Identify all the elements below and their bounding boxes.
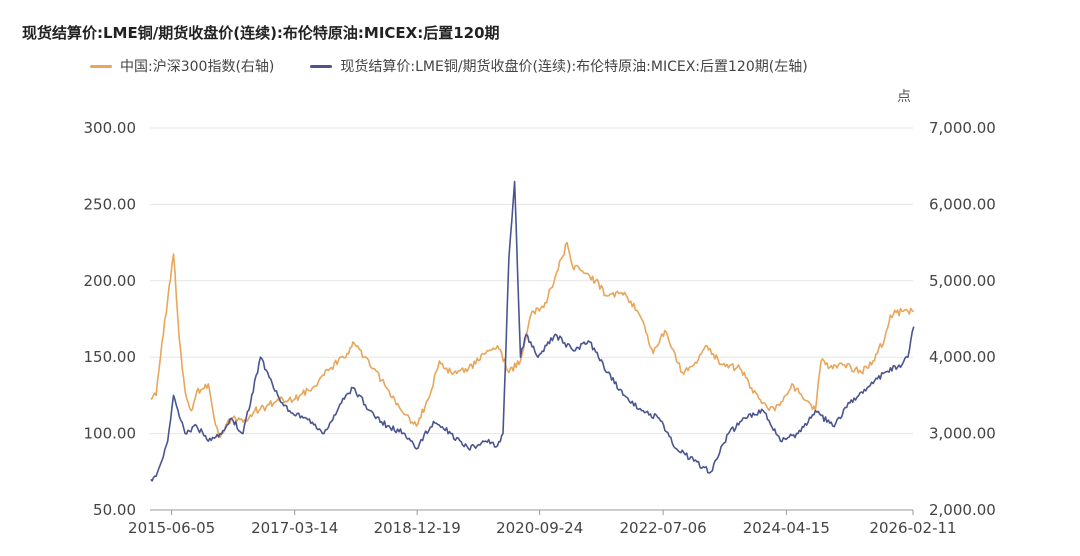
chart-title: 现货结算价:LME铜/期货收盘价(连续):布伦特原油:MICEX:后置120期 — [22, 24, 500, 42]
right-axis-tick-label: 3,000.00 — [929, 425, 996, 443]
legend-label-copper-oil-ratio: 现货结算价:LME铜/期货收盘价(连续):布伦特原油:MICEX:后置120期(… — [340, 59, 808, 75]
right-axis-unit: 点 — [897, 89, 911, 105]
legend-swatch-orange — [90, 64, 112, 68]
x-axis-tick-label: 2018-12-19 — [374, 519, 461, 537]
left-axis-tick-label: 50.00 — [93, 501, 136, 519]
series-line-copper-oil-ratio — [150, 180, 915, 482]
legend-item-copper-oil-ratio[interactable]: 现货结算价:LME铜/期货收盘价(连续):布伦特原油:MICEX:后置120期(… — [310, 56, 808, 76]
legend-label-csi300: 中国:沪深300指数(右轴) — [120, 59, 275, 75]
right-axis-tick-label: 2,000.00 — [929, 501, 996, 519]
left-axis-tick-label: 300.00 — [84, 119, 137, 137]
left-axis-tick-label: 250.00 — [84, 195, 137, 213]
x-axis-tick-label: 2026-02-11 — [869, 519, 956, 537]
legend-item-csi300[interactable]: 中国:沪深300指数(右轴) — [90, 56, 274, 76]
left-axis-tick-label: 200.00 — [84, 272, 137, 290]
legend-swatch-navy — [310, 64, 333, 68]
x-axis-tick-label: 2022-07-06 — [620, 519, 707, 537]
right-axis-tick-label: 7,000.00 — [929, 119, 996, 137]
right-axis-tick-label: 6,000.00 — [929, 195, 996, 213]
left-axis-tick-label: 150.00 — [84, 348, 137, 366]
x-axis-tick-label: 2017-03-14 — [251, 519, 338, 537]
x-axis-tick-label: 2024-04-15 — [743, 519, 830, 537]
x-axis-tick-label: 2015-06-05 — [128, 519, 215, 537]
right-axis-tick-label: 5,000.00 — [929, 272, 996, 290]
series-line-csi300 — [150, 241, 915, 439]
x-axis-tick-label: 2020-09-24 — [496, 519, 583, 537]
left-axis-tick-label: 100.00 — [84, 425, 137, 443]
legend: 中国:沪深300指数(右轴) 现货结算价:LME铜/期货收盘价(连续):布伦特原… — [90, 56, 808, 76]
right-axis-tick-label: 4,000.00 — [929, 348, 996, 366]
